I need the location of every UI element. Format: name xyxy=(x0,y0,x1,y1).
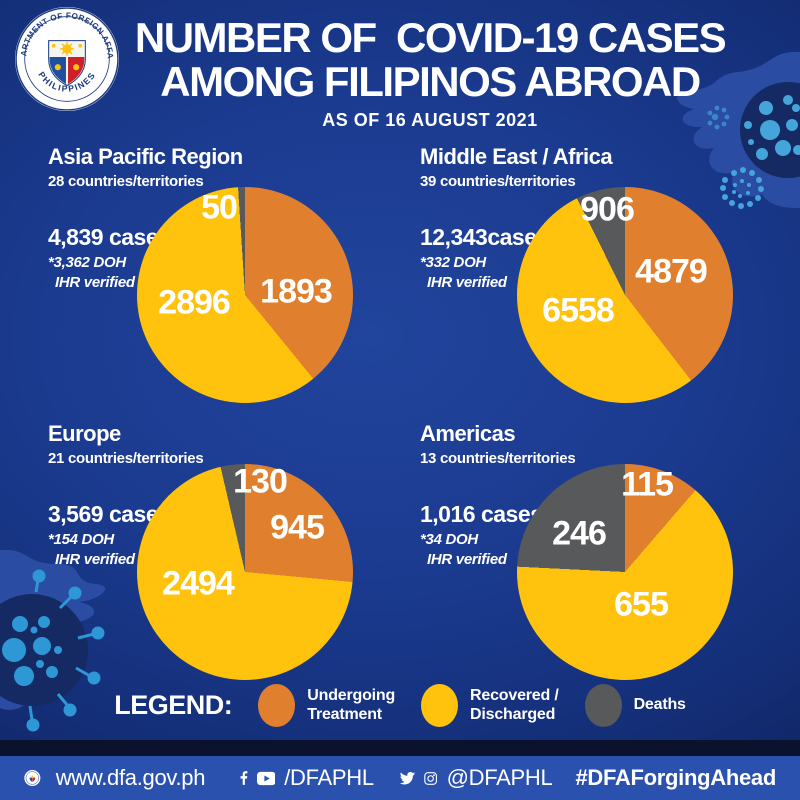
slice-value-treatment: 1893 xyxy=(260,272,333,311)
legend: LEGEND: Undergoing Treatment Recovered /… xyxy=(0,684,800,727)
website-url: www.dfa.gov.ph xyxy=(55,765,206,790)
pie-chart-americas xyxy=(517,464,733,680)
facebook-youtube-handle: /DFAPHL xyxy=(284,765,374,790)
twitter-icon xyxy=(399,771,415,784)
pie-chart-asia-pacific xyxy=(137,187,353,403)
title-line-1: NUMBER OF COVID-19 CASES xyxy=(134,14,727,61)
doh-verified-line1: *154 DOH xyxy=(48,531,114,548)
doh-verified-line1: *34 DOH xyxy=(420,531,478,548)
instagram-icon xyxy=(424,771,438,785)
region-title: Middle East / Africa xyxy=(420,144,613,169)
philippine-coat-of-arms xyxy=(48,40,86,87)
as-of-date: AS OF 16 AUGUST 2021 xyxy=(322,110,538,131)
region-subtitle: 13 countries/territories xyxy=(420,450,576,467)
slice-value-treatment: 115 xyxy=(621,465,674,504)
slice-value-recovered: 6558 xyxy=(542,291,615,330)
region-panel-europe: Europe 21 countries/territories 3,569 ca… xyxy=(20,415,392,685)
region-subtitle: 21 countries/territories xyxy=(48,450,204,467)
recovered-color-swatch xyxy=(421,684,459,727)
region-title: Asia Pacific Region xyxy=(48,144,243,169)
footer-bar: www.dfa.gov.ph /DFAPHL @DFAPHL #DFAForgi… xyxy=(0,756,800,800)
doh-verified-line2: IHR verified xyxy=(427,551,507,568)
legend-text-line1: Undergoing xyxy=(307,687,396,705)
title-line-2: AMONG FILIPINOS ABROAD xyxy=(160,58,701,106)
slice-value-deaths: 246 xyxy=(552,514,607,553)
slice-value-deaths: 50 xyxy=(201,188,238,227)
slice-value-treatment: 4879 xyxy=(635,252,708,291)
slice-value-recovered: 655 xyxy=(614,585,669,624)
campaign-hashtag: #DFAForgingAhead xyxy=(575,765,776,790)
doh-verified-line2: IHR verified xyxy=(55,274,135,291)
doh-verified-line2: IHR verified xyxy=(427,274,507,291)
legend-text-line2: Discharged xyxy=(470,705,556,723)
region-panel-middle-east-africa: Middle East / Africa 39 countries/territ… xyxy=(400,138,772,408)
doh-verified-line1: *3,362 DOH xyxy=(48,254,126,271)
youtube-icon xyxy=(256,771,276,785)
region-subtitle: 28 countries/territories xyxy=(48,173,204,190)
pie-chart-middle-east-africa xyxy=(517,187,733,403)
slice-value-deaths: 130 xyxy=(233,462,288,501)
slice-value-recovered: 2494 xyxy=(162,564,235,603)
twitter-instagram-handle: @DFAPHL xyxy=(446,765,553,790)
region-title: Americas xyxy=(420,421,516,446)
region-panel-asia-pacific: Asia Pacific Region 28 countries/territo… xyxy=(20,138,392,408)
doh-verified-line1: *332 DOH xyxy=(420,254,486,271)
slice-value-deaths: 906 xyxy=(580,190,635,229)
page-title: NUMBER OF COVID-19 CASES AMONG FILIPINOS… xyxy=(130,14,730,131)
region-subtitle: 39 countries/territories xyxy=(420,173,576,190)
region-title: Europe xyxy=(48,421,121,446)
legend-text-line1: Recovered / xyxy=(470,687,559,705)
dfa-seal-small xyxy=(24,769,41,787)
doh-verified-line2: IHR verified xyxy=(55,551,135,568)
legend-item-undergoing-treatment: Undergoing Treatment xyxy=(258,684,395,727)
deaths-color-swatch xyxy=(584,684,622,727)
pie-chart-europe xyxy=(137,464,353,680)
footer-divider-strip xyxy=(0,740,800,756)
treatment-color-swatch xyxy=(258,684,296,727)
legend-text-line2: Treatment xyxy=(307,705,382,723)
dfa-seal-logo: DEPARTMENT OF FOREIGN AFFAIRS PHILIPPINE… xyxy=(14,6,119,111)
slice-value-treatment: 945 xyxy=(270,508,325,547)
legend-item-deaths: Deaths xyxy=(584,684,686,727)
slice-value-recovered: 2896 xyxy=(158,283,231,322)
legend-text-line1: Deaths xyxy=(633,696,686,714)
total-cases: 1,016 cases xyxy=(420,501,543,527)
legend-title: LEGEND: xyxy=(114,690,233,720)
region-panel-americas: Americas 13 countries/territories 1,016 … xyxy=(400,415,772,685)
facebook-icon xyxy=(240,771,248,785)
legend-item-recovered-discharged: Recovered / Discharged xyxy=(421,684,559,727)
